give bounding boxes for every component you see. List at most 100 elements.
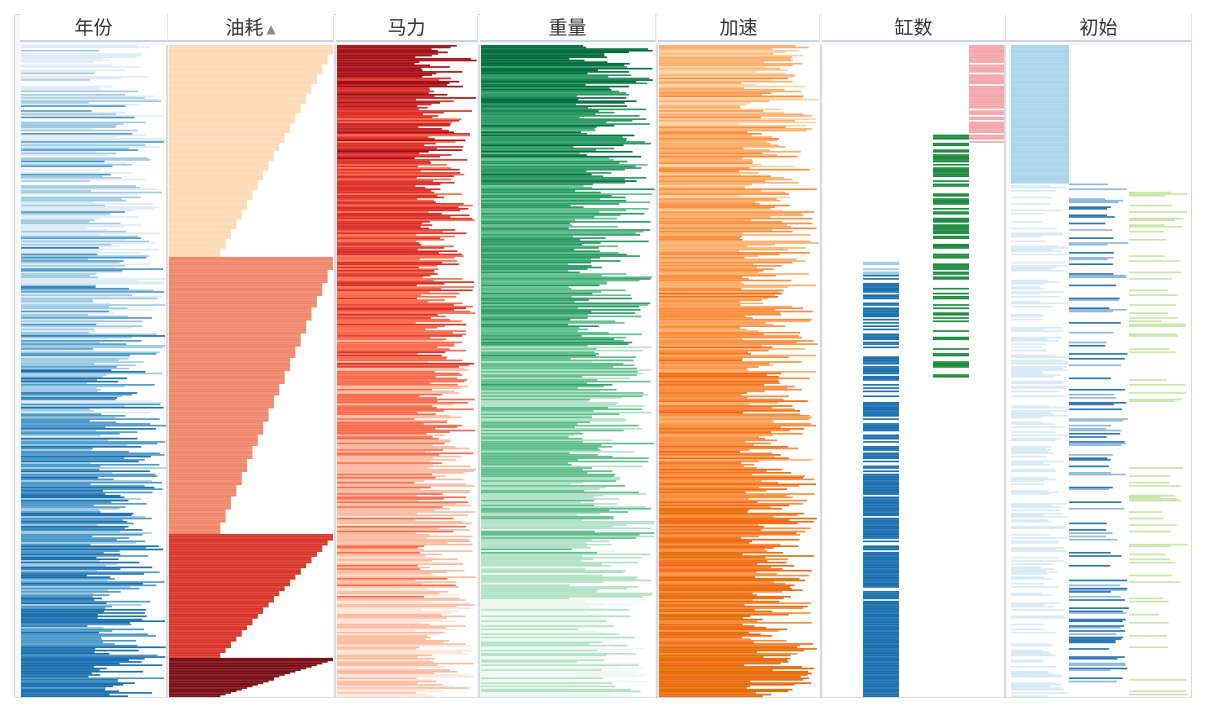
mpg-cell <box>169 242 226 244</box>
year-cell <box>21 677 165 680</box>
origin-1-cell <box>1011 124 1069 127</box>
origin-1-cell <box>1011 286 1041 288</box>
acceleration-cell <box>659 224 787 226</box>
weight-cell <box>481 162 620 164</box>
horsepower-cell <box>337 273 438 275</box>
mpg-cell <box>169 400 274 402</box>
mpg-cell <box>169 366 291 368</box>
year-cell <box>21 695 128 697</box>
year-cell <box>21 84 146 86</box>
column-header-acceleration[interactable]: 加速 <box>658 14 820 42</box>
mpg-cell <box>169 618 253 621</box>
weight-cell <box>481 408 643 411</box>
acceleration-cell <box>659 310 813 313</box>
column-header-label: 加速 <box>719 17 758 39</box>
year-cell <box>21 656 166 658</box>
column-header-origin[interactable]: 初始 <box>1006 14 1192 42</box>
year-cell <box>21 317 152 319</box>
horsepower-cell <box>337 51 448 54</box>
horsepower-cell <box>337 80 460 83</box>
weight-cell <box>481 150 633 153</box>
cylinders-4-cell <box>863 372 899 375</box>
year-cell <box>21 243 112 246</box>
year-cell <box>21 287 130 290</box>
cylinders-4-cell <box>863 551 899 554</box>
cylinders-6-cell <box>933 362 969 365</box>
weight-cell <box>481 217 617 220</box>
weight-cell <box>481 253 627 256</box>
origin-1-cell <box>1011 64 1069 67</box>
year-cell <box>21 281 165 283</box>
origin-3-cell <box>1129 204 1173 207</box>
sort-descending-icon[interactable]: ▲ <box>266 21 276 36</box>
horsepower-cell <box>337 142 436 145</box>
horsepower-cell <box>337 503 457 505</box>
acceleration-cell <box>659 191 786 194</box>
origin-2-cell <box>1069 183 1108 186</box>
year-cell <box>21 618 143 621</box>
origin-1-cell <box>1011 84 1069 86</box>
origin-1-cell <box>1011 649 1043 652</box>
origin-1-cell <box>1011 608 1066 611</box>
acceleration-cell <box>659 652 798 655</box>
weight-cell <box>481 238 581 241</box>
horsepower-cell <box>337 372 460 375</box>
cylinders-6-cell <box>933 149 969 151</box>
horsepower-cell <box>337 403 454 406</box>
horsepower-cell <box>337 106 428 109</box>
year-cell <box>21 206 160 208</box>
year-cell <box>21 170 97 173</box>
weight-cell <box>481 589 598 592</box>
column-header-mpg[interactable]: 油耗 ▲ <box>168 14 334 42</box>
weight-cell <box>481 558 594 561</box>
column-header-year[interactable]: 年份 <box>20 14 168 42</box>
column-header-cylinders[interactable]: 缸数 <box>822 14 1006 42</box>
year-cell <box>21 152 117 155</box>
horsepower-cell <box>337 571 447 574</box>
acceleration-cell <box>659 146 786 148</box>
acceleration-cell <box>659 532 797 534</box>
cylinders-4-cell <box>863 261 899 264</box>
weight-cell <box>481 421 591 424</box>
year-cell <box>21 462 91 464</box>
year-cell <box>21 45 138 47</box>
acceleration-cell <box>659 586 790 588</box>
origin-1-cell <box>1011 525 1067 528</box>
horsepower-cell <box>337 323 467 326</box>
acceleration-cell <box>659 315 746 318</box>
cylinders-4-cell <box>863 322 899 324</box>
mpg-cell <box>169 481 242 484</box>
origin-1-cell <box>1011 92 1069 94</box>
weight-cell <box>481 214 621 217</box>
year-cell <box>21 401 163 404</box>
horsepower-cell <box>337 276 423 279</box>
horsepower-cell <box>337 49 438 52</box>
year-cell <box>21 136 116 138</box>
origin-1-cell <box>1011 163 1069 166</box>
cylinders-4-cell <box>863 672 899 675</box>
acceleration-cell <box>659 344 763 347</box>
mpg-cell <box>169 669 301 671</box>
column-header-horsepower[interactable]: 马力 <box>336 14 478 42</box>
origin-3-cell <box>1129 191 1172 194</box>
origin-1-cell <box>1011 503 1067 505</box>
mpg-cell <box>169 362 291 365</box>
mpg-cell <box>169 375 285 378</box>
weight-cell <box>481 639 610 642</box>
weight-cell <box>481 142 652 145</box>
weight-cell <box>481 126 597 129</box>
origin-1-cell <box>1011 349 1046 352</box>
year-cell <box>21 457 125 460</box>
cylinders-4-cell <box>863 338 899 341</box>
year-cell <box>21 297 158 300</box>
year-cell <box>21 351 160 354</box>
cylinders-8-cell <box>969 56 1005 59</box>
year-cell <box>21 504 94 507</box>
column-header-weight[interactable]: 重量 <box>480 14 656 42</box>
origin-1-cell <box>1011 434 1068 437</box>
horsepower-cell <box>337 165 418 168</box>
origin-3-cell <box>1129 348 1170 350</box>
mpg-cell <box>169 489 237 492</box>
origin-3-cell <box>1129 545 1171 548</box>
origin-2-cell <box>1069 424 1112 427</box>
